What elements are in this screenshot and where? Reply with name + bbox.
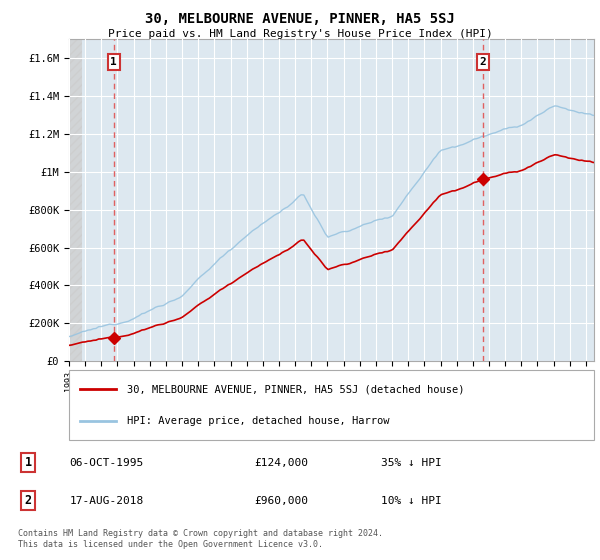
Text: 1: 1 (110, 57, 117, 67)
Text: Contains HM Land Registry data © Crown copyright and database right 2024.
This d: Contains HM Land Registry data © Crown c… (18, 529, 383, 549)
Text: Price paid vs. HM Land Registry's House Price Index (HPI): Price paid vs. HM Land Registry's House … (107, 29, 493, 39)
Text: HPI: Average price, detached house, Harrow: HPI: Average price, detached house, Harr… (127, 417, 389, 426)
Text: 06-OCT-1995: 06-OCT-1995 (70, 458, 144, 468)
Text: 35% ↓ HPI: 35% ↓ HPI (380, 458, 442, 468)
Text: £124,000: £124,000 (254, 458, 308, 468)
FancyBboxPatch shape (69, 370, 594, 440)
Text: 17-AUG-2018: 17-AUG-2018 (70, 496, 144, 506)
Text: 1: 1 (25, 456, 32, 469)
Text: 10% ↓ HPI: 10% ↓ HPI (380, 496, 442, 506)
Text: 30, MELBOURNE AVENUE, PINNER, HA5 5SJ (detached house): 30, MELBOURNE AVENUE, PINNER, HA5 5SJ (d… (127, 384, 464, 394)
Text: 2: 2 (25, 494, 32, 507)
Text: 30, MELBOURNE AVENUE, PINNER, HA5 5SJ: 30, MELBOURNE AVENUE, PINNER, HA5 5SJ (145, 12, 455, 26)
Text: £960,000: £960,000 (254, 496, 308, 506)
Text: 2: 2 (479, 57, 487, 67)
